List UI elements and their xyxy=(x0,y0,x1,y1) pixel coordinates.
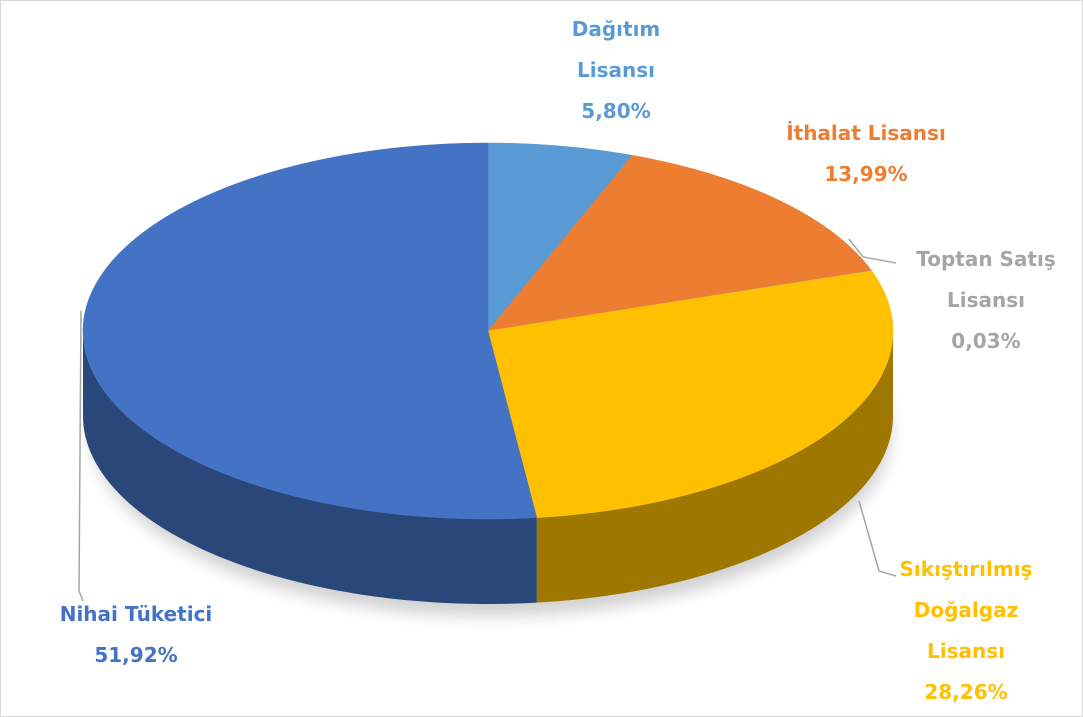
slice xyxy=(487,142,633,332)
value-label: 0,03% xyxy=(951,329,1021,353)
category-name: İthalat Lisansı xyxy=(786,121,946,145)
slice xyxy=(487,270,894,518)
slice xyxy=(82,142,538,520)
slice-side xyxy=(83,331,537,604)
category-name: Toptan Satış Lisansı xyxy=(916,247,1056,312)
value-label: 51,92% xyxy=(94,643,178,667)
category-name: Dağıtım Lisansı xyxy=(571,17,661,82)
data-label: Dağıtım Lisansı 5,80% xyxy=(551,9,681,132)
value-label: 28,26% xyxy=(924,680,1008,704)
data-label: Toptan Satış Lisansı 0,03% xyxy=(886,239,1082,362)
leader-line xyxy=(78,310,84,602)
data-label: İthalat Lisansı 13,99% xyxy=(756,113,976,195)
slice-side xyxy=(536,331,893,603)
category-name: Nihai Tüketici xyxy=(59,602,213,626)
leader-line xyxy=(848,238,897,264)
category-name: Sıkıştırılmış Doğalgaz Lisansı xyxy=(899,557,1033,663)
value-label: 13,99% xyxy=(824,162,908,186)
slice xyxy=(487,155,872,332)
value-label: 5,80% xyxy=(581,99,651,123)
data-label: Sıkıştırılmış Doğalgaz Lisansı 28,26% xyxy=(881,549,1051,713)
leader-line xyxy=(858,500,897,577)
data-label: Nihai Tüketici 51,92% xyxy=(21,594,251,676)
